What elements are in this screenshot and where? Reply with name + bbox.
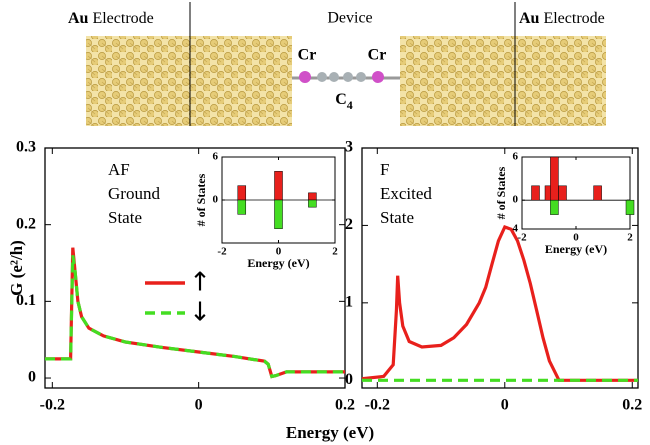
atom-label: Cr: [298, 47, 317, 64]
legend-label: ↑: [189, 268, 211, 298]
y-tick-label: 3: [345, 139, 353, 156]
dos-bar: [531, 185, 540, 201]
annotation: Ground: [108, 184, 160, 203]
device-label: Device: [327, 10, 372, 27]
y-tick-label: 6: [513, 151, 519, 163]
x-tick-label: 0.2: [335, 397, 355, 414]
c-atom: [317, 72, 327, 82]
annotation: AF: [108, 160, 130, 179]
dos-bar: [308, 192, 317, 201]
y-tick-label: 6: [213, 151, 219, 163]
y-axis-label: G (e²/h): [7, 240, 26, 296]
dos-bar: [593, 185, 602, 201]
legend-label: ↓: [189, 298, 211, 328]
dos-bar: [550, 156, 559, 201]
y-tick-label: 4: [513, 223, 519, 235]
dos-bar: [625, 199, 635, 215]
cr-atom: [372, 71, 384, 83]
c-atom: [343, 72, 353, 82]
y-tick-label: 2: [345, 216, 353, 233]
right-electrode: [400, 36, 606, 126]
y-tick-label: 0.2: [16, 215, 36, 232]
x-tick-label: -2: [217, 246, 227, 258]
y-tick-label: 0.3: [16, 139, 36, 156]
annotation: State: [380, 208, 414, 227]
y-tick-label: 0: [28, 369, 36, 386]
annotation: State: [108, 208, 142, 227]
x-tick-label: 0: [573, 232, 579, 244]
c-atom: [329, 72, 339, 82]
atom-label: Cr: [368, 47, 387, 64]
y-tick-label: 0: [513, 194, 519, 206]
inset-y-label: # of States: [494, 166, 508, 219]
y-tick-label: 1: [345, 294, 353, 311]
electrode-label: Au Electrode: [519, 10, 605, 27]
annotation: Excited: [380, 184, 432, 203]
y-tick-label: 0: [345, 371, 353, 388]
device-diagram: Au Electrode Device Au Electrode Cr Cr C…: [68, 2, 606, 126]
dos-bar: [274, 199, 283, 229]
x-axis-label: Energy (eV): [286, 423, 374, 442]
annotation: F: [380, 160, 389, 179]
x-tick-label: -0.2: [365, 397, 390, 414]
x-tick-label: -0.2: [40, 397, 65, 414]
x-tick-label: 0: [195, 397, 203, 414]
inset-y-label: # of States: [194, 173, 208, 226]
dos-bar: [274, 171, 283, 201]
y-tick-label: 0.1: [16, 292, 36, 309]
chain-label: C4: [335, 91, 353, 112]
electrode-label: Au Electrode: [68, 10, 154, 27]
inset-x-label: Energy (eV): [545, 242, 607, 256]
x-tick-label: 0.2: [622, 397, 642, 414]
x-tick-label: 0: [501, 397, 509, 414]
dos-bar: [237, 199, 247, 215]
y-tick-label: 0: [213, 194, 219, 206]
cr-atom: [299, 71, 311, 83]
dos-bar: [558, 185, 567, 201]
data-line: [45, 255, 345, 379]
x-tick-label: 0: [276, 246, 282, 258]
dos-bar: [308, 199, 317, 208]
x-tick-label: 2: [332, 246, 338, 258]
c-atom: [356, 72, 366, 82]
left-electrode: [86, 36, 292, 126]
dos-bar: [237, 185, 247, 201]
data-line: [361, 224, 638, 382]
inset-x-label: Energy (eV): [247, 256, 309, 270]
x-tick-label: -2: [517, 232, 527, 244]
inset-frame: [521, 156, 631, 230]
x-tick-label: 2: [627, 232, 633, 244]
dos-bar: [550, 199, 559, 215]
